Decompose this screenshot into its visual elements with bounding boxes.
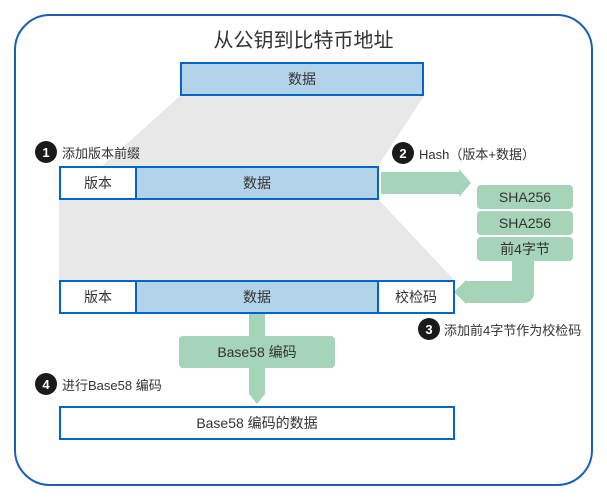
box-top-data: 数据 [180, 62, 424, 96]
box-base58-encode: Base58 编码 [179, 336, 335, 368]
text-row1-data: 数据 [243, 173, 271, 193]
badge-num-3: 3 [425, 322, 432, 337]
text-row2-checksum: 校检码 [395, 287, 437, 307]
label-step-3: 添加前4字节作为校检码 [444, 320, 581, 339]
box-row1-data: 数据 [135, 166, 379, 200]
box-row2-data: 数据 [135, 280, 379, 314]
box-row2-checksum: 校检码 [377, 280, 455, 314]
text-sha256-2: SHA256 [499, 215, 551, 231]
badge-step-1: 1 [35, 141, 57, 163]
arrow-stem-from-base58 [249, 368, 265, 394]
label-step-4: 进行Base58 编码 [62, 375, 162, 394]
box-row1-version: 版本 [59, 166, 137, 200]
diagram-title: 从公钥到比特币地址 [0, 24, 607, 53]
box-sha256-1: SHA256 [477, 185, 573, 209]
arrow-elbow-to-checksum [454, 261, 534, 301]
label-step-2: Hash（版本+数据） [419, 144, 535, 163]
text-base58-encode: Base58 编码 [217, 342, 296, 362]
box-row2-version: 版本 [59, 280, 137, 314]
flow-trapezoid-1 [102, 96, 424, 166]
text-sha256-1: SHA256 [499, 189, 551, 205]
text-row1-version: 版本 [84, 173, 112, 193]
badge-step-2: 2 [392, 142, 414, 164]
badge-num-1: 1 [42, 145, 49, 160]
text-row2-version: 版本 [84, 287, 112, 307]
box-base58-result: Base58 编码的数据 [59, 406, 455, 440]
badge-num-4: 4 [42, 377, 49, 392]
text-first4bytes: 前4字节 [500, 239, 550, 259]
arrow-to-hash [381, 172, 459, 194]
badge-step-3: 3 [418, 318, 440, 340]
badge-num-2: 2 [399, 146, 406, 161]
arrow-stem-to-base58 [249, 314, 265, 336]
arrow-head-to-result [249, 394, 265, 404]
flow-trapezoid-2 [59, 200, 454, 280]
badge-step-4: 4 [35, 373, 57, 395]
text-top-data: 数据 [288, 69, 316, 89]
label-step-1: 添加版本前缀 [62, 143, 140, 162]
box-first4bytes: 前4字节 [477, 237, 573, 261]
box-sha256-2: SHA256 [477, 211, 573, 235]
text-base58-result: Base58 编码的数据 [196, 413, 317, 433]
text-row2-data: 数据 [243, 287, 271, 307]
